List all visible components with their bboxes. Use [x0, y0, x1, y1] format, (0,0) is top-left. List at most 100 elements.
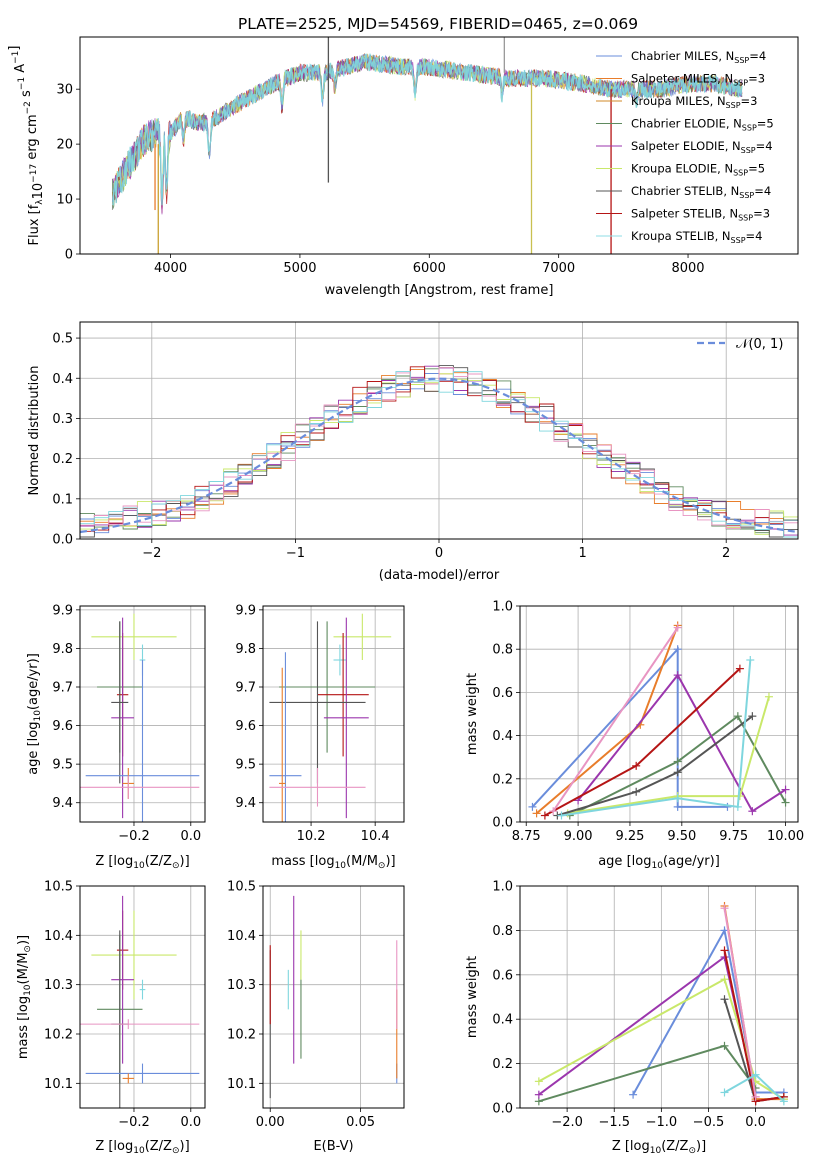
legend-name: Salpeter STELIB, N: [631, 207, 738, 221]
y-tick-label: 1.0: [492, 600, 513, 615]
x-tick-label: −0.2: [118, 829, 150, 844]
y-label-part: erg cm: [25, 114, 40, 163]
legend-suffix: =4: [746, 229, 763, 243]
x-tick-label: 9.25: [615, 829, 644, 844]
legend-sub: SSP: [741, 146, 756, 155]
label-part: 10: [133, 861, 145, 871]
label-part: (age/yr)]: [663, 854, 720, 869]
axes-frame: [262, 885, 405, 1109]
y-tick-label: 0.8: [492, 643, 513, 658]
series-line: [557, 715, 754, 817]
legend-suffix: =3: [753, 207, 770, 221]
legend-suffix: =4: [756, 139, 773, 153]
x-axis-label: age [log10(age/yr)]: [598, 854, 720, 871]
y-tick-label: 0.1: [52, 492, 73, 507]
label-part: 10: [23, 984, 33, 996]
x-tick-label: 8.75: [512, 829, 541, 844]
plot-area: [269, 895, 398, 1099]
label-part: (age/yr)]: [26, 653, 41, 710]
label-part: )]: [180, 1139, 190, 1154]
x-tick-label: −2: [142, 546, 161, 561]
x-tick-label: −0.5: [693, 1115, 725, 1130]
x-tick-label: 9.50: [667, 829, 696, 844]
x-tick-label: −1.0: [646, 1115, 678, 1130]
y-tick-label: 9.5: [235, 758, 256, 773]
x-tick-label: −0.2: [118, 1115, 150, 1130]
legend-name: Kroupa MILES, N: [631, 94, 726, 108]
y-tick-label: 1.0: [492, 880, 513, 895]
y-axis-label: mass [log10(M/M⊙)]: [16, 935, 33, 1059]
y-tick-label: 30: [56, 83, 73, 98]
y-label-part: s: [19, 90, 34, 101]
x-tick-label: −1.5: [598, 1115, 630, 1130]
y-tick-label: 10.3: [227, 978, 256, 993]
x-tick-label: 9.75: [719, 829, 748, 844]
label-part: (M/M: [346, 854, 378, 869]
x-tick-label: 9.00: [564, 829, 593, 844]
chart-mass_vs_EBV: 0.00 0.05 10.1 10.2 10.3 10.4 10.5 E(B-V): [227, 880, 405, 1154]
y-tick-label: 10.5: [44, 880, 73, 895]
label-part: ⊙: [172, 1146, 180, 1156]
plot-area: [80, 895, 200, 1108]
histogram-series: [80, 367, 798, 538]
chart-residuals: −2 −1 0 1 2 0.0 0.1 0.2 0.3 0.4 0.5 (data-model)/er…: [27, 321, 799, 583]
y-tick-label: 9.6: [52, 719, 73, 734]
y-axis-label: mass weight: [465, 673, 480, 755]
x-tick-label: −1: [286, 546, 305, 561]
y-tick-label: 0.4: [52, 372, 73, 387]
label-part: )]: [180, 854, 190, 869]
y-axis-label: age [log10(age/yr)]: [26, 653, 43, 775]
y-label-part: Flux [f: [27, 204, 42, 245]
label-part: ⊙: [378, 861, 386, 871]
x-tick-label: 0: [435, 546, 443, 561]
x-axis-label: (data-model)/error: [379, 568, 500, 583]
legend-name: Chabrier STELIB, N: [631, 184, 739, 198]
y-tick-label: 0.2: [52, 452, 73, 467]
plot-area: [528, 621, 790, 820]
y-label-part: A: [13, 64, 28, 77]
series-line: [632, 927, 784, 1096]
y-tick-label: 0.0: [492, 1102, 513, 1117]
y-tick-label: 20: [56, 138, 73, 153]
chart-spectrum: 4000 5000 6000 7000 8000 0 10 20 30 wavelength [A…: [7, 36, 799, 298]
x-tick-label: 8000: [671, 261, 704, 276]
y-label-part: λ: [35, 199, 45, 205]
x-axis-label: Z [log10(Z/Z⊙)]: [95, 854, 189, 871]
y-axis-label: Flux [fλ10−17 erg cm−2 s−1 A−1]: [7, 46, 46, 246]
normal-curve: [80, 377, 798, 534]
legend-suffix: =4: [749, 49, 766, 63]
chart-mass_weight_vs_age: 8.75 9.00 9.25 9.50 9.75 10.00 0.0 0.2 0.4 0.6 0.8…: [465, 600, 804, 872]
label-part: (Z/Z: [661, 1139, 688, 1154]
legend-suffix: =3: [748, 72, 765, 86]
series-line: [723, 908, 757, 1098]
y-tick-label: 0.4: [492, 1013, 513, 1028]
plot-area: [80, 365, 798, 538]
y-tick-label: 9.8: [52, 642, 73, 657]
legend-sub: SSP: [731, 236, 746, 245]
y-label-part: −1: [11, 51, 21, 64]
legend-sub: SSP: [738, 214, 753, 223]
y-tick-label: 9.4: [52, 796, 73, 811]
y-tick-label: 0.6: [492, 968, 513, 983]
y-tick-label: 9.8: [235, 642, 256, 657]
y-label-part: ]: [7, 46, 22, 51]
x-axis-label: E(B-V): [313, 1139, 353, 1154]
x-tick-label: 7000: [542, 261, 575, 276]
legend-sub: SSP: [734, 56, 749, 65]
legend-sub: SSP: [726, 101, 741, 110]
label-part: ⊙: [23, 945, 33, 953]
axes-frame: [79, 321, 799, 540]
y-tick-label: 0.8: [492, 924, 513, 939]
x-tick-label: 2: [722, 546, 730, 561]
legend-label: Chabrier MILES, NSSP=4: [631, 49, 766, 65]
legend-label: Kroupa MILES, NSSP=3: [631, 94, 757, 110]
x-tick-label: −2.0: [551, 1115, 583, 1130]
axes-frame: [262, 605, 405, 823]
x-axis-label: Z [log10(Z/Z⊙)]: [95, 1139, 189, 1156]
label-part: mass [log: [16, 996, 31, 1059]
x-tick-label: 10.2: [297, 829, 326, 844]
y-tick-label: 10.2: [44, 1028, 73, 1043]
label-part: )]: [16, 935, 31, 945]
x-axis-label: wavelength [Angstrom, rest frame]: [325, 283, 554, 298]
